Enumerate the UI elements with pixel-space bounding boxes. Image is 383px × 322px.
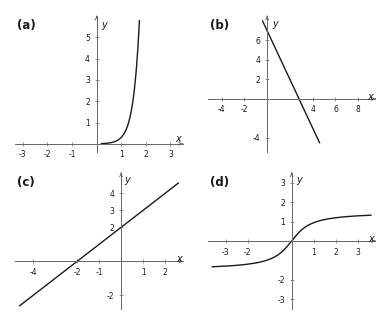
Text: (d): (d) [210,176,229,189]
Text: y: y [273,19,278,29]
Text: x: x [175,134,181,144]
Text: x: x [176,254,182,264]
Text: x: x [368,234,374,244]
Text: (b): (b) [210,19,229,32]
Text: x: x [367,91,373,101]
Text: (c): (c) [17,176,35,189]
Text: (a): (a) [17,19,36,32]
Text: y: y [101,20,106,30]
Text: y: y [124,175,130,185]
Text: y: y [296,175,301,185]
